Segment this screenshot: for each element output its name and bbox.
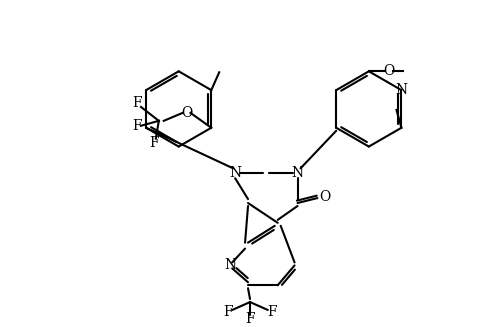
Text: O: O [383,64,394,78]
Text: F: F [149,136,159,150]
Text: N: N [395,83,407,97]
Text: F: F [245,312,255,326]
Text: F: F [132,96,142,110]
Text: F: F [267,305,277,319]
Text: F: F [132,119,142,133]
Text: F: F [223,305,233,319]
Text: O: O [320,190,331,204]
Text: N: N [229,166,241,180]
Text: N: N [292,166,304,180]
Text: N: N [224,258,236,272]
Text: O: O [181,106,192,120]
